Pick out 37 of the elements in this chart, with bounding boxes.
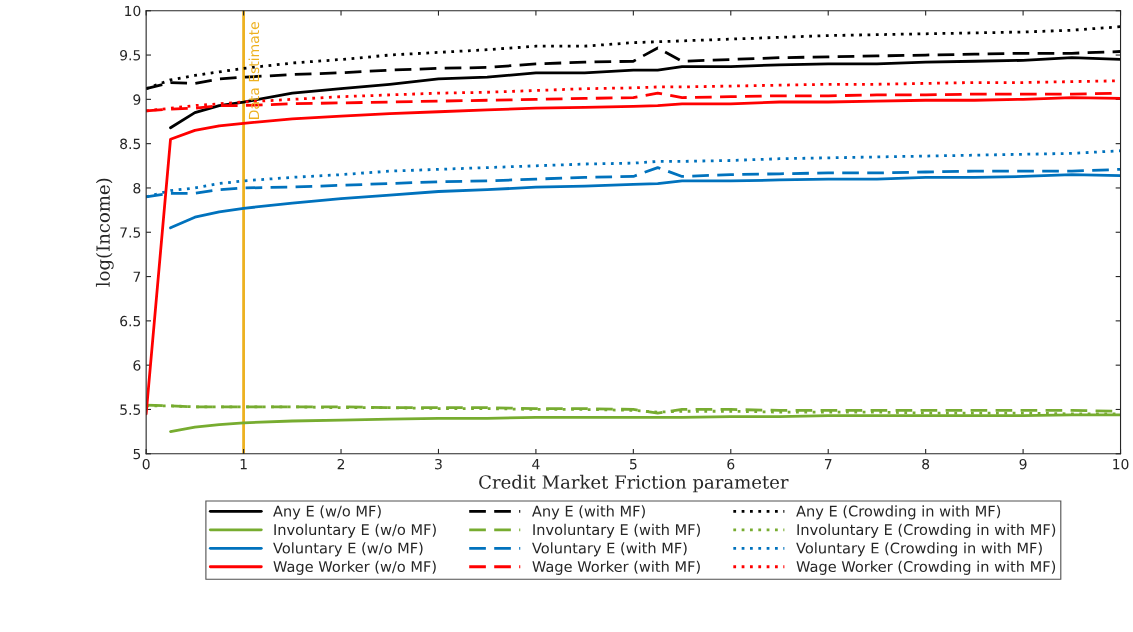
x-tick-label: 5 [630,459,637,470]
x-tick-label: 6 [727,458,735,470]
x-tick-label: 8 [922,458,930,470]
x-tick-label: 2 [337,458,345,470]
legend-label: Wage Worker (w/o MF) [273,560,436,575]
y-tick-label: 7 [133,271,141,282]
y-tick-label: 6 [133,360,141,371]
x-tick-label: 3 [435,458,442,470]
x-tick-label: 1 [240,459,247,470]
y-tick-label: 8 [133,182,141,194]
legend-label: Voluntary E (with MF) [532,542,687,557]
x-tick-label: 7 [824,459,832,470]
legend-label: Involuntary E (w/o MF) [274,523,436,538]
y-tick-label: 7.5 [120,227,141,238]
y-tick-label: 10 [125,5,141,17]
x-tick-label: 0 [142,458,150,470]
legend-label: Any E (Crowding in with MF) [796,505,1001,520]
y-axis-title: log(Income) [95,178,114,287]
legend-label: Voluntary E (Crowding in with MF) [796,542,1042,557]
legend-label: Wage Worker (with MF) [532,560,700,575]
legend-label: Any E (with MF) [532,505,645,520]
legend-label: Voluntary E (w/o MF) [273,542,423,557]
ref-line-label: Data Estimate [248,22,260,119]
legend-label: Involuntary E (Crowding in with MF) [797,523,1056,538]
y-tick-label: 6.5 [120,315,141,327]
x-tick-label: 4 [532,459,540,470]
y-tick-label: 5 [133,448,141,460]
legend-label: Any E (w/o MF) [273,505,381,520]
legend-label: Involuntary E (with MF) [533,523,700,538]
x-tick-label: 10 [1113,458,1129,470]
y-tick-label: 9.5 [120,50,141,61]
x-axis-title: Credit Market Friction parameter [479,474,789,493]
x-tick-label: 9 [1019,458,1027,470]
legend-label: Wage Worker (Crowding in with MF) [796,560,1056,575]
y-tick-label: 9 [133,94,141,105]
y-tick-label: 8.5 [120,138,141,150]
y-tick-label: 5.5 [120,404,141,415]
